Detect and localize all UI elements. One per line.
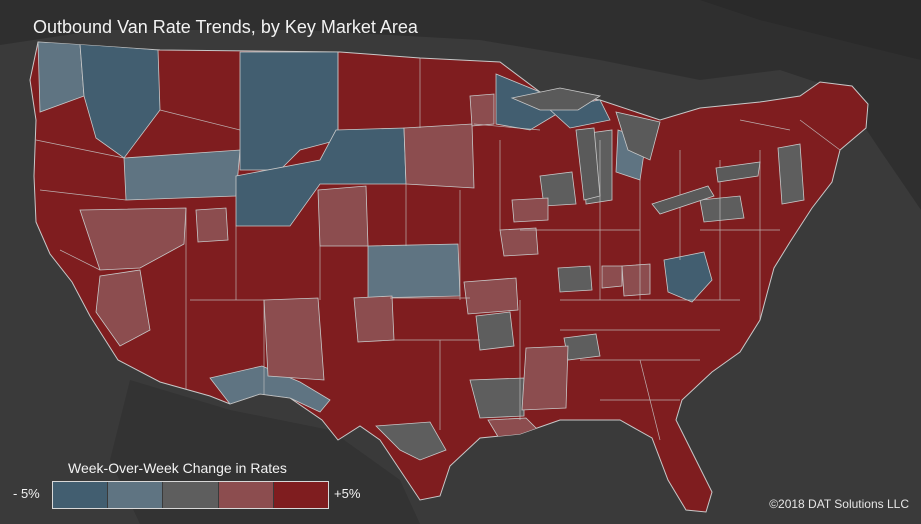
region-iowa — [403, 123, 475, 189]
lake-superior — [510, 87, 602, 111]
legend-swatch-mild-down — [108, 482, 164, 508]
market-boundaries — [35, 52, 841, 441]
region-mississippi — [521, 345, 569, 411]
region-kentucky-east — [621, 263, 651, 297]
region-nevada — [79, 207, 187, 271]
region-illinois-south — [499, 227, 539, 257]
legend-title: Week-Over-Week Change in Rates — [68, 460, 287, 476]
greenland-shape — [700, 0, 921, 60]
region-kansas-west — [367, 243, 461, 299]
region-new-mexico-east — [353, 295, 395, 343]
legend-swatch-strong-up — [273, 482, 329, 508]
region-alabama — [563, 333, 601, 361]
region-california-inland — [95, 269, 151, 347]
legend-swatch-strong-down — [53, 482, 109, 508]
region-new-mexico — [263, 297, 325, 381]
region-utah-south — [195, 207, 229, 243]
region-indiana-north — [511, 197, 549, 223]
region-pennsylvania-west — [699, 195, 745, 223]
region-wisconsin-east — [469, 93, 495, 127]
region-idaho-south — [123, 149, 241, 201]
copyright-notice: ©2018 DAT Solutions LLC — [769, 497, 909, 511]
canada-landmass — [0, 0, 921, 210]
region-new-york-east — [777, 143, 805, 205]
market-regions — [35, 42, 841, 461]
legend-color-scale — [52, 481, 329, 509]
region-colorado — [317, 185, 369, 247]
region-texas-south — [375, 421, 447, 461]
lake-erie — [651, 185, 715, 215]
lake-huron — [615, 111, 661, 161]
region-missouri-south — [463, 277, 519, 315]
legend-min-label: - 5% — [13, 486, 40, 501]
region-arkansas — [475, 311, 515, 351]
legend-swatch-mild-up — [218, 482, 274, 508]
region-louisiana — [469, 377, 525, 419]
region-ohio-west — [601, 265, 623, 289]
legend-max-label: +5% — [334, 486, 361, 501]
legend-swatch-neutral — [163, 482, 219, 508]
region-indiana-south — [557, 265, 593, 293]
region-west-virginia — [663, 251, 713, 303]
map-title: Outbound Van Rate Trends, by Key Market … — [33, 17, 418, 37]
region-chicago — [539, 171, 577, 207]
great-lakes — [510, 87, 761, 215]
lake-ontario — [715, 161, 761, 183]
lake-michigan — [575, 127, 601, 201]
